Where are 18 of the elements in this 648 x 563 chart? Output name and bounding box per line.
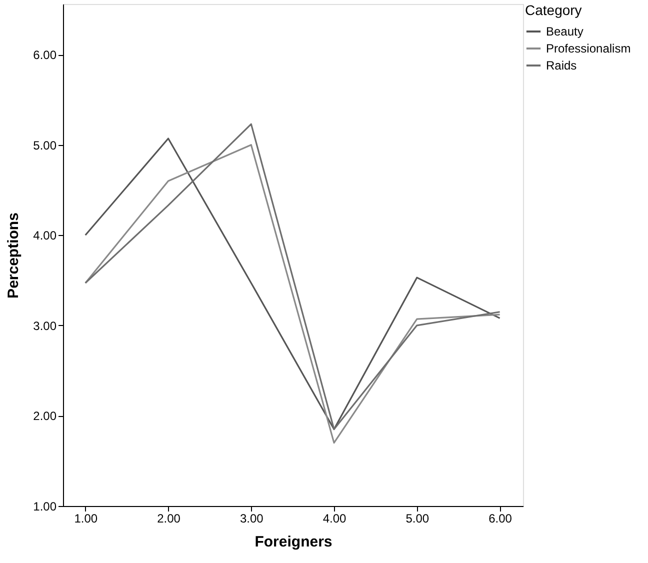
y-tick-label: 4.00 (33, 228, 57, 243)
legend-label: Professionalism (546, 42, 631, 56)
x-tick-label: 1.00 (74, 512, 98, 526)
y-tick-label: 1.00 (33, 500, 57, 514)
y-axis-title: Perceptions (5, 212, 22, 298)
x-axis-title: Foreigners (254, 534, 332, 550)
y-tick-label: 2.00 (33, 409, 57, 424)
legend-label: Beauty (546, 24, 584, 38)
x-tick-label: 6.00 (488, 512, 512, 526)
legend-title: Category (525, 2, 582, 18)
y-tick-label: 5.00 (33, 138, 57, 152)
x-tick-label: 4.00 (322, 512, 347, 526)
legend-label: Raids (546, 58, 577, 72)
x-tick-label: 5.00 (406, 512, 430, 526)
x-tick-label: 3.00 (240, 512, 264, 526)
y-tick-label: 6.00 (33, 48, 57, 62)
y-tick-label: 3.00 (33, 318, 57, 333)
x-tick-label: 2.00 (157, 512, 181, 526)
